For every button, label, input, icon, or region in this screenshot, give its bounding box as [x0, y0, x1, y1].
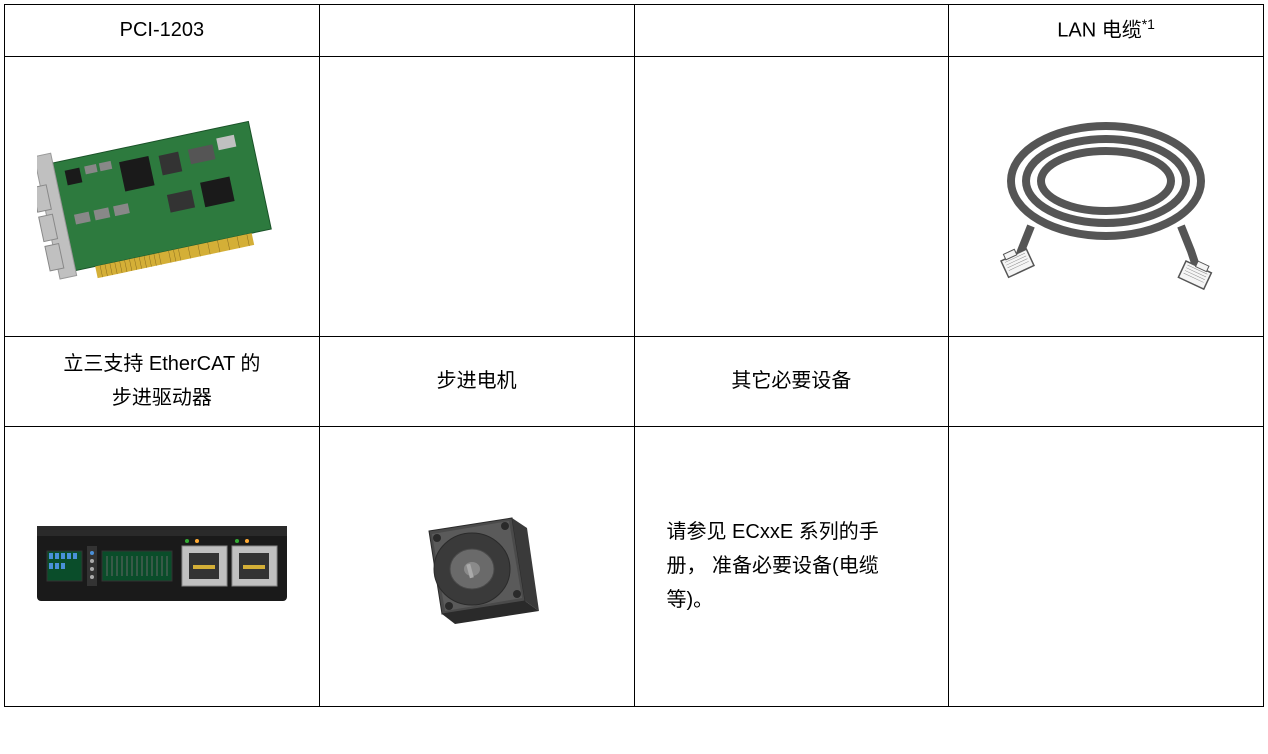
image-cell-driver: [5, 426, 320, 706]
lan-cable-icon: [986, 96, 1226, 296]
header-cell-empty: [319, 5, 634, 57]
image-cell-pci-card: [5, 56, 320, 336]
pci-card-image: [17, 65, 307, 328]
header-label: 其它必要设备: [731, 370, 851, 392]
image-cell-empty: [634, 56, 949, 336]
header-label: PCI-1203: [120, 19, 205, 41]
table-row-3: 立三支持 EtherCAT 的 步进驱动器 步进电机 其它必要设备: [5, 336, 1264, 426]
header-cell-motor: 步进电机: [319, 336, 634, 426]
header-cell-empty: [949, 336, 1264, 426]
header-cell-driver: 立三支持 EtherCAT 的 步进驱动器: [5, 336, 320, 426]
header-cell-other: 其它必要设备: [634, 336, 949, 426]
table-row-4: 请参见 ECxxE 系列的手册， 准备必要设备(电缆等)。: [5, 426, 1264, 706]
description-cell: 请参见 ECxxE 系列的手册， 准备必要设备(电缆等)。: [634, 426, 949, 706]
image-cell-empty: [949, 426, 1264, 706]
table-row-1: PCI-1203 LAN 电缆*1: [5, 5, 1264, 57]
header-cell-lan: LAN 电缆*1: [949, 5, 1264, 57]
header-line2: 步进驱动器: [17, 381, 307, 415]
stepper-motor-icon: [397, 486, 557, 646]
superscript-label: *1: [1142, 16, 1155, 32]
image-cell-empty: [319, 56, 634, 336]
lan-cable-image: [961, 65, 1251, 328]
header-cell-empty: [634, 5, 949, 57]
description-text: 请参见 ECxxE 系列的手册， 准备必要设备(电缆等)。: [647, 515, 937, 617]
stepper-motor-image: [332, 435, 622, 698]
image-cell-motor: [319, 426, 634, 706]
pci-card-icon: [37, 106, 287, 286]
stepper-driver-icon: [27, 511, 297, 621]
table-row-2: [5, 56, 1264, 336]
stepper-driver-image: [17, 435, 307, 698]
image-cell-lan-cable: [949, 56, 1264, 336]
header-label: 步进电机: [437, 370, 517, 392]
header-cell-pci: PCI-1203: [5, 5, 320, 57]
header-line1: 立三支持 EtherCAT 的: [17, 347, 307, 381]
header-label: LAN 电缆: [1057, 20, 1141, 42]
equipment-table: PCI-1203 LAN 电缆*1: [4, 4, 1264, 707]
